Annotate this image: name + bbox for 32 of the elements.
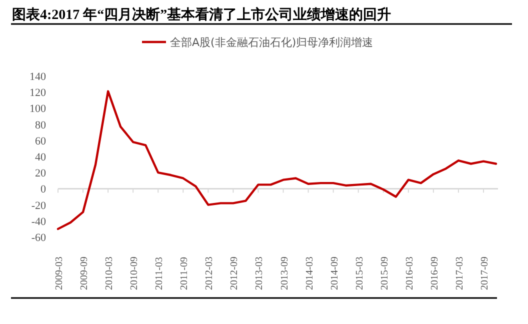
legend-label: 全部A股(非金融石油石化)归母净利润增速 [170,36,374,49]
x-tick-label: 2013-09 [279,256,290,290]
x-tick-label: 2013-03 [254,256,266,290]
y-tick-label: 100 [30,103,46,116]
y-tick-label: 120 [30,87,46,100]
y-tick-label: -20 [31,200,46,212]
x-tick-label: 2012-03 [204,256,216,290]
x-tick-label: 2011-09 [179,257,190,290]
y-tick-label: 60 [35,135,46,148]
line-series [56,90,498,230]
x-tick-label: 2017-09 [479,256,490,290]
x-tick-label: 2015-03 [354,256,366,290]
x-tick-label: 2010-03 [104,256,116,290]
y-tick-label: 80 [35,119,46,132]
x-tick-label: 2016-03 [404,256,416,290]
chart-title: 图表4:2017 年“四月决断”基本看清了上市公司业绩增速的回升 [12,6,392,23]
y-tick-label: 0 [40,184,46,196]
x-tick-label: 2009-03 [54,256,65,290]
x-tick-label: 2010-09 [129,256,140,290]
y-tick-label: 20 [35,168,46,180]
y-tick-label: -60 [31,232,46,244]
x-tick-label: 2016-09 [429,256,440,290]
x-tick-label: 2015-09 [379,256,390,290]
x-tick-label: 2014-03 [304,256,316,290]
x-tick-label: 2012-09 [229,256,240,290]
x-tick-label: 2014-09 [329,256,340,290]
x-tick-label: 2017-03 [454,256,466,290]
y-tick-label: -40 [31,216,46,228]
y-tick-label: 140 [30,71,46,83]
y-tick-label: 40 [35,152,46,164]
x-tick-label: 2011-03 [154,257,166,290]
x-tick-label: 2009-09 [79,256,90,290]
